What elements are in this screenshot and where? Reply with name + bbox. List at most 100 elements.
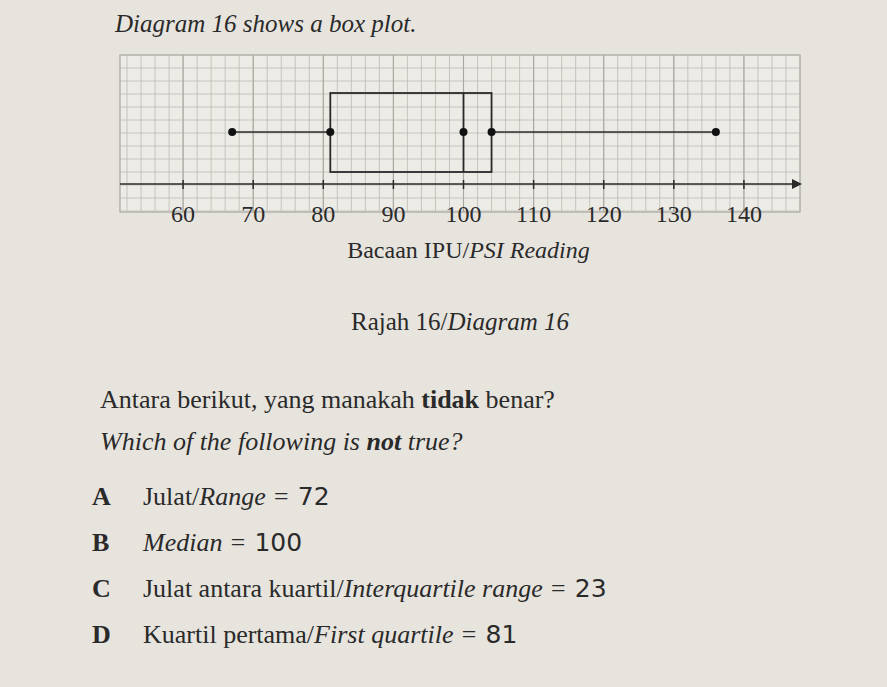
axis-arrow	[792, 179, 802, 189]
grid-line-minor	[393, 55, 394, 212]
grid-line-minor	[295, 55, 296, 212]
grid-line-minor	[211, 55, 212, 212]
grid-line-minor	[771, 55, 772, 212]
option-value: 81	[486, 620, 518, 649]
grid-line-minor	[729, 55, 730, 212]
option-label: Median =	[142, 528, 246, 557]
grid-line-minor	[603, 55, 604, 212]
grid-line-minor	[757, 55, 758, 212]
option-letter: A	[92, 482, 111, 511]
grid-line-h	[120, 55, 800, 56]
option-text: Julat/Range =72	[143, 482, 330, 511]
option-label: Range =	[198, 482, 289, 511]
x-tick	[603, 180, 605, 189]
question-segment: Antara berikut, yang manakah	[100, 385, 421, 414]
grid-line-minor	[589, 55, 590, 212]
x-tick-label: 70	[241, 201, 265, 227]
caption: Rajah 16/Diagram 16	[351, 308, 570, 335]
grid-line-minor	[505, 55, 506, 212]
option-label: Interquartile range =	[343, 574, 567, 603]
grid-line-minor	[351, 55, 352, 212]
grid-line-minor	[519, 55, 520, 212]
grid-line-minor	[379, 55, 380, 212]
x-tick-label: 110	[516, 201, 551, 227]
point-min	[228, 128, 236, 136]
grid-line-minor	[659, 55, 660, 212]
grid-line-minor	[421, 55, 422, 212]
grid-line	[743, 55, 744, 212]
x-tick	[182, 180, 184, 189]
x-tick	[743, 180, 745, 189]
x-axis	[120, 183, 800, 185]
question: Antara berikut, yang manakah tidak benar…	[100, 385, 555, 414]
grid-line-minor	[365, 55, 366, 212]
x-tick-label: 130	[656, 201, 692, 227]
plot-frame	[120, 55, 800, 212]
grid-line-minor	[309, 55, 310, 212]
x-tick-label: 80	[311, 201, 335, 227]
option-text: Julat antara kuartil/Interquartile range…	[143, 574, 607, 603]
grid-line-minor	[785, 55, 786, 212]
grid-line-minor	[561, 55, 562, 212]
grid-line-minor	[155, 55, 156, 212]
option-value: 23	[575, 574, 607, 603]
grid-line-minor	[449, 55, 450, 212]
grid-line-minor	[477, 55, 478, 212]
grid-line-minor	[141, 55, 142, 212]
option-label: Kuartil pertama/	[143, 620, 315, 649]
grid-line-minor	[617, 55, 618, 212]
grid-line-minor	[631, 55, 632, 212]
option-label: First quartile =	[313, 620, 477, 649]
caption-part: Rajah 16/	[351, 308, 448, 335]
x-tick-label: 140	[726, 201, 762, 227]
grid-line-minor	[281, 55, 282, 212]
grid-line-h	[120, 68, 800, 69]
caption-part: Diagram 16	[446, 308, 569, 335]
grid-line-minor	[127, 55, 128, 212]
grid-line	[603, 55, 604, 212]
option-letter: C	[92, 574, 111, 603]
option-text: Median = 100	[142, 528, 302, 557]
grid-line-minor	[225, 55, 226, 212]
x-tick	[252, 180, 254, 189]
grid-line-minor	[645, 55, 646, 212]
x-axis-label-part: PSI Reading	[468, 237, 590, 263]
grid-line-h	[120, 185, 800, 186]
intro: Diagram 16 shows a box plot.	[114, 10, 416, 37]
grid-line-h	[120, 198, 800, 199]
grid-line-minor	[267, 55, 268, 212]
grid-line	[253, 55, 254, 212]
page: Diagram 16 shows a box plot.607080901001…	[0, 0, 887, 687]
grid-line-minor	[407, 55, 408, 212]
grid-line-minor	[169, 55, 170, 212]
grid-line	[533, 55, 534, 212]
grid-line-h	[120, 120, 800, 121]
grid	[120, 55, 800, 212]
grid-line-minor	[337, 55, 338, 212]
grid-line-h	[120, 107, 800, 108]
box	[330, 93, 491, 172]
option-letter: B	[92, 528, 109, 557]
question-segment: tidak	[421, 385, 479, 414]
option-text: Kuartil pertama/First quartile = 81	[143, 620, 517, 649]
grid-line-minor	[701, 55, 702, 212]
point-max	[712, 128, 720, 136]
grid-line	[183, 55, 184, 212]
x-tick-label: 120	[586, 201, 622, 227]
x-tick	[533, 180, 535, 189]
x-tick-label: 100	[446, 201, 482, 227]
box-plot	[228, 93, 720, 172]
grid-line-minor	[435, 55, 436, 212]
grid-line-h	[120, 159, 800, 160]
option-label: Julat/	[143, 482, 200, 511]
option-value: 100	[254, 528, 302, 557]
grid-line-minor	[687, 55, 688, 212]
grid-line	[673, 55, 674, 212]
grid-line-minor	[575, 55, 576, 212]
grid-line-minor	[800, 55, 801, 212]
grid-line	[393, 55, 394, 212]
option-label: Julat antara kuartil/	[143, 574, 344, 603]
grid-line-minor	[547, 55, 548, 212]
point-q1	[326, 128, 334, 136]
x-tick	[393, 180, 395, 189]
